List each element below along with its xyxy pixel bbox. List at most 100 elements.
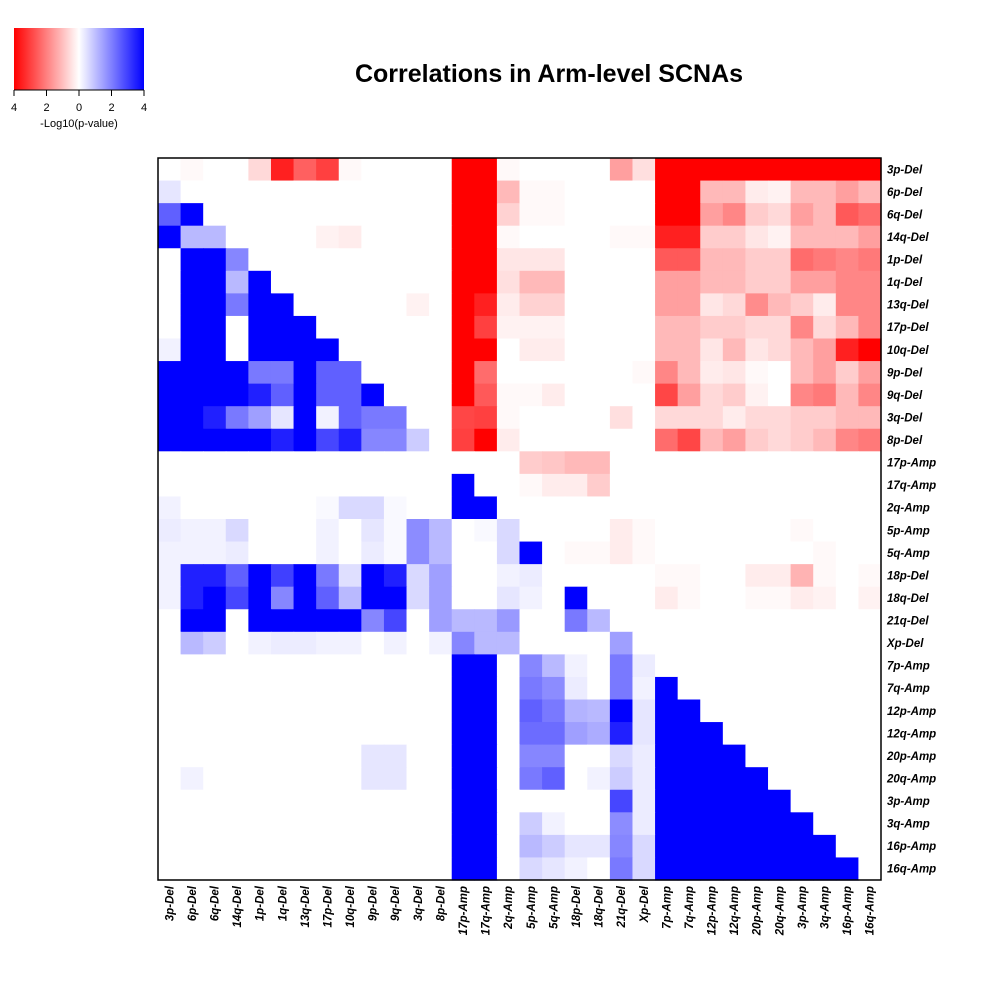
heatmap-cell-13q-Del-16p-Amp bbox=[835, 293, 859, 317]
heatmap-cell-3q-Del-17p-Del bbox=[316, 406, 340, 430]
row-label: 3p-Amp bbox=[887, 796, 930, 808]
column-label: 3p-Del bbox=[164, 885, 176, 921]
heatmap-cell-2q-Amp-17q-Amp bbox=[474, 496, 498, 520]
heatmap-cell-5q-Amp-3q-Del bbox=[406, 541, 430, 565]
heatmap-cell-16q-Amp-8p-Del bbox=[429, 857, 453, 881]
heatmap-cell-12p-Amp-17p-Del bbox=[316, 699, 340, 723]
plot-frame bbox=[157, 157, 882, 881]
heatmap-cell-17p-Amp-6p-Del bbox=[180, 451, 204, 475]
heatmap-cell-3p-Amp-5q-Amp bbox=[542, 789, 566, 813]
heatmap-cell-10q-Del-2q-Amp bbox=[496, 338, 521, 362]
heatmap-cell-21q-Del-13q-Del bbox=[293, 609, 317, 633]
heatmap-cell-3q-Amp-1q-Del bbox=[270, 812, 295, 836]
row-label: 14q-Del bbox=[887, 232, 929, 244]
heatmap-cell-6q-Del-16p-Amp bbox=[835, 203, 859, 227]
heatmap-cell-16q-Amp-9p-Del bbox=[361, 857, 385, 881]
heatmap-cell-7p-Amp-14q-Del bbox=[225, 654, 249, 678]
heatmap-cell-18q-Del-9p-Del bbox=[361, 586, 385, 610]
heatmap-cell-9p-Del-12q-Amp bbox=[722, 361, 747, 385]
chart-title: Correlations in Arm-level SCNAs bbox=[355, 60, 743, 88]
heatmap-cell-Xp-Del-18q-Del bbox=[587, 631, 611, 655]
heatmap-cell-14q-Del-18p-Del bbox=[564, 225, 588, 249]
heatmap-cell-9p-Del-17p-Del bbox=[316, 361, 340, 385]
heatmap-cell-Xp-Del-3q-Amp bbox=[813, 631, 837, 655]
heatmap-cell-13q-Del-13q-Del bbox=[293, 293, 317, 317]
heatmap-cell-3q-Amp-6p-Del bbox=[180, 812, 204, 836]
heatmap-cell-7q-Amp-7p-Amp bbox=[655, 676, 679, 701]
heatmap-cell-17q-Amp-1p-Del bbox=[248, 473, 272, 498]
heatmap-cell-20q-Amp-16q-Amp bbox=[858, 767, 882, 791]
heatmap-cell-7p-Amp-3q-Del bbox=[406, 654, 430, 678]
heatmap-cell-5p-Amp-7p-Amp bbox=[655, 519, 679, 543]
heatmap-cell-17p-Del-3q-Del bbox=[406, 315, 430, 340]
heatmap-cell-16p-Amp-8p-Del bbox=[429, 834, 453, 859]
heatmap-cell-9q-Del-1p-Del bbox=[248, 383, 272, 407]
heatmap-cell-16q-Amp-7p-Amp bbox=[655, 857, 679, 881]
heatmap-cell-12q-Amp-16p-Amp bbox=[835, 722, 859, 746]
heatmap-cell-7q-Amp-14q-Del bbox=[225, 676, 249, 701]
heatmap-cell-12p-Amp-9p-Del bbox=[361, 699, 385, 723]
heatmap-cell-16p-Amp-20q-Amp bbox=[768, 834, 792, 859]
heatmap-cell-17p-Amp-5p-Amp bbox=[519, 451, 543, 475]
heatmap-cell-20q-Amp-5p-Amp bbox=[519, 767, 543, 791]
heatmap-cell-20q-Amp-18p-Del bbox=[564, 767, 588, 791]
heatmap-cell-2q-Amp-16p-Amp bbox=[835, 496, 859, 520]
heatmap-cell-16p-Amp-10q-Del bbox=[338, 834, 362, 859]
heatmap-cell-17q-Amp-5p-Amp bbox=[519, 473, 543, 498]
column-label: 1q-Del bbox=[277, 885, 289, 921]
column-label: Xp-Del bbox=[639, 885, 651, 923]
heatmap-cell-8p-Del-21q-Del bbox=[609, 428, 634, 452]
heatmap-cell-1p-Del-16q-Amp bbox=[858, 248, 882, 272]
heatmap-cell-7p-Amp-12p-Amp bbox=[700, 654, 724, 678]
heatmap-cell-13q-Del-12q-Amp bbox=[722, 293, 747, 317]
heatmap-cell-1q-Del-6p-Del bbox=[180, 270, 204, 294]
heatmap-cell-21q-Del-5q-Amp bbox=[542, 609, 566, 633]
column-label: 7p-Amp bbox=[661, 886, 673, 929]
heatmap-cells bbox=[158, 158, 882, 881]
heatmap-cell-9q-Del-9p-Del bbox=[361, 383, 385, 407]
heatmap-cell-10q-Del-16p-Amp bbox=[835, 338, 859, 362]
heatmap-cell-1q-Del-14q-Del bbox=[225, 270, 249, 294]
heatmap-cell-10q-Del-3p-Del bbox=[158, 338, 182, 362]
heatmap-cell-7q-Amp-20q-Amp bbox=[768, 676, 792, 701]
column-label: 9p-Del bbox=[368, 885, 380, 921]
heatmap-cell-3q-Del-10q-Del bbox=[338, 406, 362, 430]
heatmap-cell-21q-Del-16p-Amp bbox=[835, 609, 859, 633]
heatmap-cell-12q-Amp-3p-Amp bbox=[790, 722, 814, 746]
heatmap-cell-6p-Del-1q-Del bbox=[270, 180, 295, 204]
heatmap-cell-20q-Amp-3p-Amp bbox=[790, 767, 814, 791]
heatmap-cell-5q-Amp-1q-Del bbox=[270, 541, 295, 565]
legend-color-bar bbox=[14, 28, 144, 90]
heatmap-cell-9p-Del-12p-Amp bbox=[700, 361, 724, 385]
heatmap-cell-2q-Amp-3p-Amp bbox=[790, 496, 814, 520]
legend-label: -Log10(p-value) bbox=[40, 118, 118, 130]
heatmap-cell-Xp-Del-12q-Amp bbox=[722, 631, 747, 655]
heatmap-cell-7q-Amp-21q-Del bbox=[609, 676, 634, 701]
heatmap-cell-1q-Del-17q-Amp bbox=[474, 270, 498, 294]
heatmap-cell-5q-Amp-17p-Del bbox=[316, 541, 340, 565]
heatmap-cell-20q-Amp-8p-Del bbox=[429, 767, 453, 791]
heatmap-cell-6q-Del-12p-Amp bbox=[700, 203, 724, 227]
heatmap-cell-3q-Amp-5p-Amp bbox=[519, 812, 543, 836]
heatmap-cell-1q-Del-17p-Amp bbox=[451, 270, 475, 294]
heatmap-cell-20q-Amp-20q-Amp bbox=[768, 767, 792, 791]
heatmap-cell-Xp-Del-17p-Amp bbox=[451, 631, 475, 655]
heatmap-cell-17p-Del-3p-Del bbox=[158, 315, 182, 340]
heatmap-cell-3q-Del-9p-Del bbox=[361, 406, 385, 430]
heatmap-cell-17p-Amp-2q-Amp bbox=[496, 451, 521, 475]
heatmap-cell-9p-Del-1p-Del bbox=[248, 361, 272, 385]
heatmap-cell-21q-Del-3q-Amp bbox=[813, 609, 837, 633]
heatmap-cell-1p-Del-12p-Amp bbox=[700, 248, 724, 272]
heatmap-cell-20p-Amp-9q-Del bbox=[383, 744, 408, 768]
heatmap-cell-18p-Del-6p-Del bbox=[180, 564, 204, 588]
heatmap-cell-16q-Amp-17q-Amp bbox=[474, 857, 498, 881]
heatmap-cell-3q-Del-3q-Amp bbox=[813, 406, 837, 430]
heatmap-cell-20p-Amp-20p-Amp bbox=[745, 744, 769, 768]
heatmap-cell-7q-Amp-17p-Del bbox=[316, 676, 340, 701]
heatmap-cell-3p-Del-8p-Del bbox=[429, 158, 453, 182]
row-label: 1p-Del bbox=[887, 255, 923, 267]
heatmap-cell-9p-Del-9q-Del bbox=[383, 361, 408, 385]
heatmap-cell-21q-Del-16q-Amp bbox=[858, 609, 882, 633]
heatmap-cell-12q-Amp-17p-Amp bbox=[451, 722, 475, 746]
heatmap-cell-2q-Amp-1q-Del bbox=[270, 496, 295, 520]
